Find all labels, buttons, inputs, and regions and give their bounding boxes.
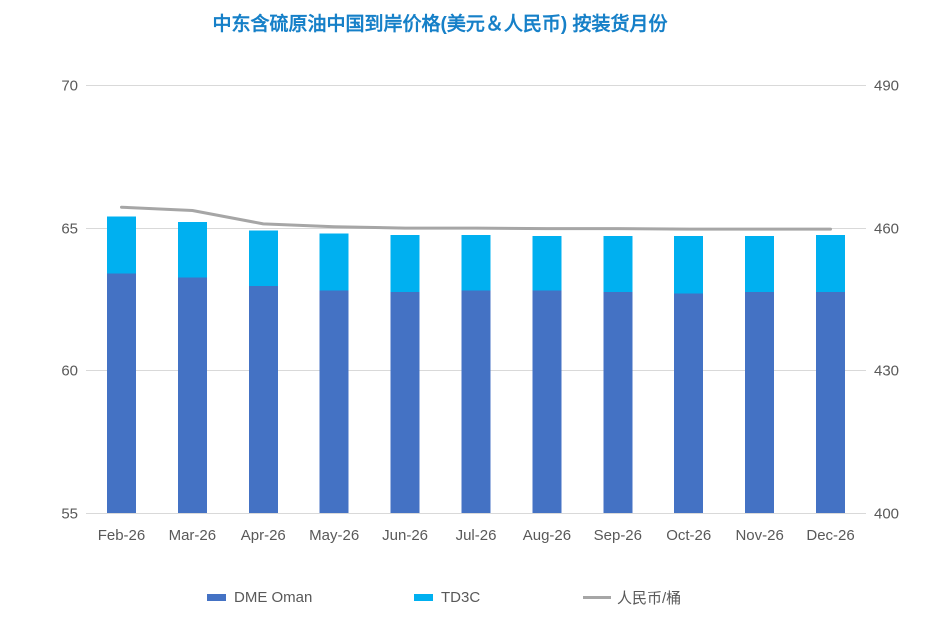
y-axis-left-tick-label: 55 — [61, 506, 78, 523]
bar-segment-td3c — [674, 236, 704, 294]
x-axis-tick-label: Oct-26 — [666, 527, 711, 544]
bar-segment-dme-oman — [745, 291, 775, 513]
bar-segment-td3c — [106, 216, 136, 274]
legend-label-rmb: 人民币/桶 — [617, 589, 682, 607]
bar-segment-dme-oman — [248, 286, 278, 513]
legend-item-rmb-line: 人民币/桶 — [583, 589, 682, 607]
x-axis-tick-label: Aug-26 — [523, 527, 571, 544]
bar-segment-td3c — [532, 236, 562, 291]
x-axis-tick-label: Jun-26 — [382, 527, 428, 544]
x-axis-tick-label: Nov-26 — [735, 527, 783, 544]
bar-segment-dme-oman — [603, 291, 633, 513]
bar-segment-dme-oman — [816, 291, 846, 513]
bar-segment-dme-oman — [674, 293, 704, 513]
y-axis-right-tick-label: 430 — [874, 363, 899, 380]
x-axis-tick-label: Sep-26 — [594, 527, 642, 544]
legend-label-td3c: TD3C — [441, 588, 481, 606]
bar-segment-td3c — [745, 236, 775, 292]
x-axis-tick-label: Feb-26 — [98, 527, 146, 544]
bar-segment-td3c — [816, 234, 846, 292]
legend-label-dme-oman: DME Oman — [234, 588, 313, 606]
legend-line-swatch-icon — [583, 595, 611, 599]
bar-segment-td3c — [390, 234, 420, 292]
bar-segment-td3c — [603, 236, 633, 292]
y-axis-left-tick-label: 65 — [61, 221, 78, 238]
bar-segment-td3c — [177, 221, 207, 278]
bar-segment-dme-oman — [319, 290, 349, 513]
bar-segment-td3c — [461, 234, 491, 291]
chart-title: 中东含硫原油中国到岸价格(美元＆人民币) 按装货月份 — [212, 14, 668, 35]
bar-segment-td3c — [319, 233, 349, 291]
bar-segment-dme-oman — [106, 273, 136, 513]
bar-segment-dme-oman — [461, 290, 491, 513]
x-axis-tick-label: May-26 — [309, 527, 359, 544]
x-axis-tick-label: Dec-26 — [806, 527, 854, 544]
legend-item-td3c: TD3C — [414, 588, 481, 606]
y-axis-left-tick-label: 70 — [61, 78, 78, 95]
x-axis-tick-label: Jul-26 — [456, 527, 497, 544]
x-axis-tick-label: Apr-26 — [241, 527, 286, 544]
legend-swatch-dme-oman-icon — [207, 593, 226, 601]
y-axis-right-tick-label: 400 — [874, 506, 899, 523]
y-axis-left-tick-label: 60 — [61, 363, 78, 380]
legend-item-dme-oman: DME Oman — [207, 588, 313, 606]
bar-segment-dme-oman — [532, 290, 562, 513]
bar-segment-dme-oman — [390, 291, 420, 513]
legend-swatch-td3c-icon — [414, 593, 433, 601]
y-axis-right-tick-label: 460 — [874, 221, 899, 238]
bar-segment-td3c — [248, 230, 278, 287]
y-axis-right-tick-label: 490 — [874, 78, 899, 95]
x-axis-tick-label: Mar-26 — [169, 527, 217, 544]
rmb-per-barrel-line — [120, 205, 832, 231]
bar-segment-dme-oman — [177, 277, 207, 513]
